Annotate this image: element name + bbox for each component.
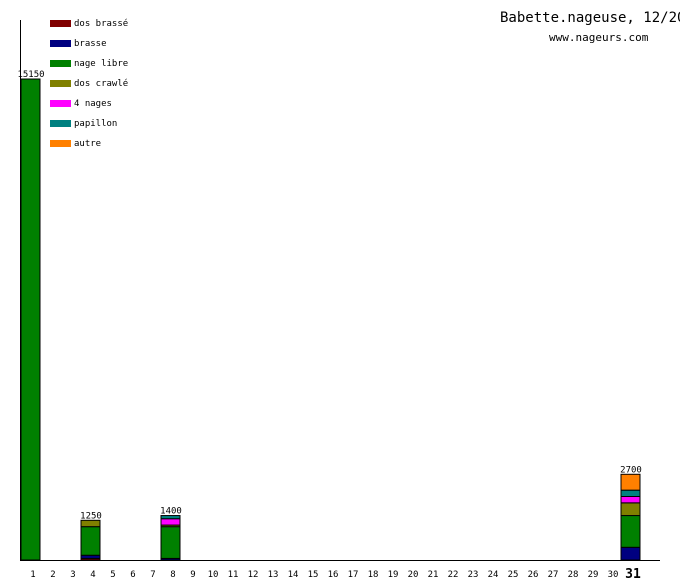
x-tick-label: 29	[588, 570, 599, 580]
x-tick-label: 27	[548, 570, 559, 580]
bar-segment-nage-libre	[80, 526, 101, 556]
x-tick-label: 13	[268, 570, 279, 580]
legend-swatch	[50, 20, 71, 27]
legend-label: autre	[74, 139, 101, 149]
legend-label: brasse	[74, 39, 107, 49]
chart-title: Babette.nageuse, 12/201	[500, 10, 680, 26]
x-tick-label: 11	[228, 570, 239, 580]
legend-swatch	[50, 100, 71, 107]
legend-swatch	[50, 140, 71, 147]
total-label: 2700	[620, 465, 642, 475]
bar-segment-4-nages	[160, 518, 181, 526]
x-tick-label: 25	[508, 570, 519, 580]
x-tick-label: 8	[170, 570, 175, 580]
x-tick-label: 6	[130, 570, 135, 580]
legend-swatch	[50, 120, 71, 127]
total-label: 1250	[80, 511, 102, 521]
x-tick-label: 24	[488, 570, 499, 580]
chart-subtitle: www.nageurs.com	[549, 31, 649, 44]
x-tick-label: 14	[288, 570, 299, 580]
x-tick-label: 9	[190, 570, 195, 580]
bar-segment-dos-crawlé	[80, 519, 101, 528]
legend-swatch	[50, 60, 71, 67]
total-label: 15150	[17, 70, 44, 80]
legend-label: papillon	[74, 119, 117, 129]
x-tick-label: 12	[248, 570, 259, 580]
legend-swatch	[50, 40, 71, 47]
x-tick-label: 1	[30, 570, 35, 580]
x-tick-label: 30	[608, 570, 619, 580]
x-tick-label: 19	[388, 570, 399, 580]
x-tick-label: 2	[50, 570, 55, 580]
x-tick-label: 20	[408, 570, 419, 580]
x-tick-label: 17	[348, 570, 359, 580]
total-label: 1400	[160, 507, 182, 517]
bar-segment-papillon	[620, 489, 641, 498]
x-tick-label: 26	[528, 570, 539, 580]
x-tick-label: 7	[150, 570, 155, 580]
x-tick-label: 10	[208, 570, 219, 580]
bar-segment-dos-crawlé	[620, 502, 641, 517]
legend-label: 4 nages	[74, 99, 112, 109]
x-tick-label: 23	[468, 570, 479, 580]
x-tick-label: 31	[625, 567, 641, 580]
x-tick-label: 16	[328, 570, 339, 580]
legend-label: dos crawlé	[74, 78, 128, 89]
x-tick-label: 18	[368, 570, 379, 580]
x-tick-label: 21	[428, 570, 439, 580]
bar-segment-nage-libre	[620, 515, 641, 548]
x-tick-label: 5	[110, 570, 115, 580]
bar-segment-nage-libre	[160, 526, 181, 559]
legend-label: dos brassé	[74, 18, 128, 29]
x-tick-label: 15	[308, 570, 319, 580]
bar-segment-4-nages	[620, 496, 641, 504]
bar-segment-nage-libre	[20, 78, 41, 561]
x-tick-label: 4	[90, 570, 95, 580]
bar-segment-papillon	[160, 515, 181, 520]
bar-segment-brasse	[620, 546, 641, 561]
legend-label: nage libre	[74, 59, 128, 69]
legend-swatch	[50, 80, 71, 87]
x-tick-label: 28	[568, 570, 579, 580]
x-tick-label: 22	[448, 570, 459, 580]
bar-segment-autre	[620, 473, 641, 491]
x-tick-label: 3	[70, 570, 75, 580]
